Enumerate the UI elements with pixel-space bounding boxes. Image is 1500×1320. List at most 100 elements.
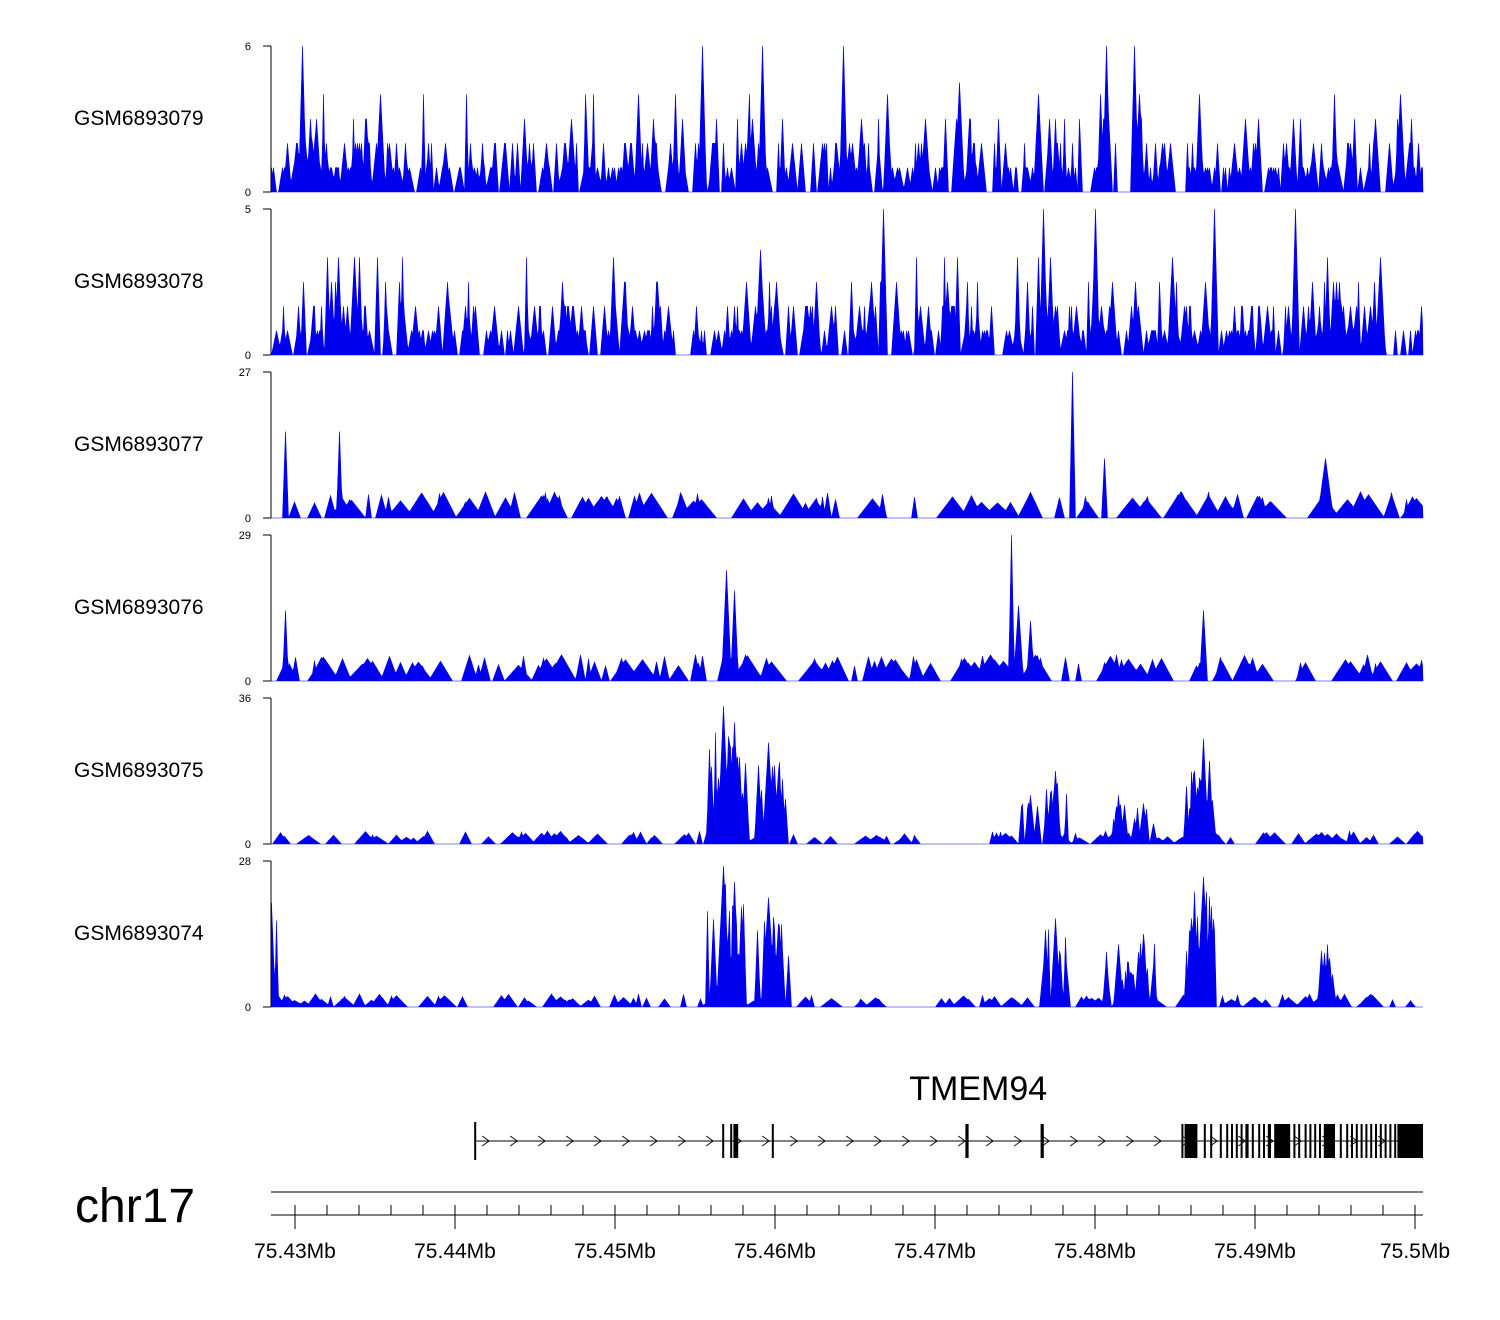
strand-arrow (817, 1135, 826, 1147)
gene-exon (722, 1124, 725, 1158)
gene-exon (474, 1122, 477, 1160)
x-tick-label: 75.47Mb (894, 1240, 976, 1263)
x-tick-label: 75.5Mb (1380, 1240, 1450, 1263)
chromosome-label: chr17 (75, 1180, 195, 1233)
strand-arrow (761, 1135, 770, 1147)
gene-exon (1267, 1124, 1271, 1158)
track-label: GSM6893076 (74, 596, 204, 619)
gene-exon (1397, 1124, 1423, 1158)
gene-exon (1365, 1124, 1368, 1158)
strand-arrow (1069, 1135, 1078, 1147)
gene-exon (1226, 1124, 1229, 1158)
strand-arrow (1125, 1135, 1134, 1147)
gene-exon (1231, 1124, 1233, 1158)
gene-exon (1389, 1124, 1392, 1158)
gene-exon (1314, 1124, 1317, 1158)
coverage-area (270, 45, 1424, 193)
strand-arrow (1237, 1135, 1246, 1147)
genome-axis: chr17 75.43Mb 75.44Mb 75.45Mb 75.46Mb 75.47M… (75, 1180, 1450, 1263)
gene-exon (730, 1124, 733, 1158)
y-tick-label-zero: 0 (245, 187, 251, 199)
gene-exon (1339, 1124, 1342, 1158)
coverage-area (271, 706, 1424, 845)
strand-arrow (537, 1135, 546, 1147)
strand-arrow (901, 1135, 910, 1147)
gene-exon (771, 1124, 774, 1158)
coverage-area (271, 371, 1424, 519)
strand-arrow (565, 1135, 574, 1147)
gene-exon (1351, 1124, 1353, 1158)
strand-arrow (1097, 1135, 1106, 1147)
gene-exon (1370, 1124, 1373, 1158)
gene-exon (1263, 1124, 1265, 1158)
x-tick-label: 75.45Mb (574, 1240, 656, 1263)
gene-exon (1274, 1124, 1291, 1158)
track-GSM6893076: 29 0 GSM6893076 (74, 530, 1424, 688)
x-tick-label: 75.43Mb (254, 1240, 336, 1263)
strand-arrow (929, 1135, 938, 1147)
gene-exon (1293, 1124, 1296, 1158)
coverage-tracks: 6 0 GSM6893079 5 0 GSM6893078 27 0 GSM6893077 29 0… (74, 41, 1424, 1014)
y-tick-label-max: 27 (239, 367, 251, 379)
gene-exon (965, 1124, 969, 1158)
strand-arrow (1209, 1135, 1218, 1147)
strand-arrow (1041, 1135, 1050, 1147)
gene-exon (1235, 1124, 1238, 1158)
track-label: GSM6893077 (74, 433, 204, 456)
x-tick-label: 75.48Mb (1054, 1240, 1136, 1263)
gene-exon (1219, 1124, 1222, 1158)
gene-label: TMEM94 (909, 1070, 1047, 1108)
gene-exon (1040, 1124, 1044, 1158)
strand-arrow (593, 1135, 602, 1147)
gene-exon (1394, 1124, 1397, 1158)
y-tick-label-zero: 0 (245, 513, 251, 525)
strand-arrow (957, 1135, 966, 1147)
gene-exon (1360, 1124, 1363, 1158)
coverage-area (271, 208, 1424, 356)
strand-arrow (621, 1135, 630, 1147)
gene-exon (1240, 1124, 1243, 1158)
strand-arrow (1293, 1135, 1302, 1147)
coverage-area (271, 534, 1424, 682)
gene-exon (1384, 1124, 1387, 1158)
strand-arrow (481, 1135, 490, 1147)
gene-exon (1346, 1124, 1349, 1158)
track-GSM6893077: 27 0 GSM6893077 (74, 367, 1424, 525)
track-GSM6893079: 6 0 GSM6893079 (74, 41, 1424, 199)
x-tick-label: 75.44Mb (414, 1240, 496, 1263)
gene-exon (1323, 1124, 1335, 1158)
coverage-area (270, 866, 1423, 1008)
gene-exon (1258, 1124, 1261, 1158)
y-tick-label-zero: 0 (245, 839, 251, 851)
gene-exon (1319, 1124, 1321, 1158)
gene-exon (1251, 1124, 1254, 1158)
y-tick-label-zero: 0 (245, 350, 251, 362)
y-tick-label-max: 28 (239, 856, 251, 868)
gene-exon (1309, 1124, 1312, 1158)
gene-exon (1298, 1124, 1301, 1158)
strand-arrow (677, 1135, 686, 1147)
gene-exon (1245, 1124, 1249, 1158)
y-tick-label-zero: 0 (245, 1002, 251, 1014)
gene-exon (1379, 1124, 1382, 1158)
gene-exon (1184, 1124, 1198, 1158)
track-label: GSM6893075 (74, 759, 204, 782)
gene-exon (1375, 1124, 1377, 1158)
strand-arrow (649, 1135, 658, 1147)
strand-arrow (1153, 1135, 1162, 1147)
y-tick-label-max: 36 (239, 693, 251, 705)
gene-track: TMEM94 (474, 1070, 1423, 1160)
track-label: GSM6893079 (74, 107, 204, 130)
track-GSM6893078: 5 0 GSM6893078 (74, 204, 1424, 362)
gene-exon (1355, 1124, 1358, 1158)
gene-exon (1210, 1124, 1213, 1158)
strand-arrow (1013, 1135, 1022, 1147)
track-label: GSM6893078 (74, 270, 204, 293)
gene-exon (1304, 1124, 1307, 1158)
x-tick-label: 75.49Mb (1214, 1240, 1296, 1263)
gene-exon (1203, 1124, 1206, 1158)
strand-arrow (789, 1135, 798, 1147)
strand-arrow (985, 1135, 994, 1147)
y-tick-label-max: 5 (245, 204, 251, 216)
